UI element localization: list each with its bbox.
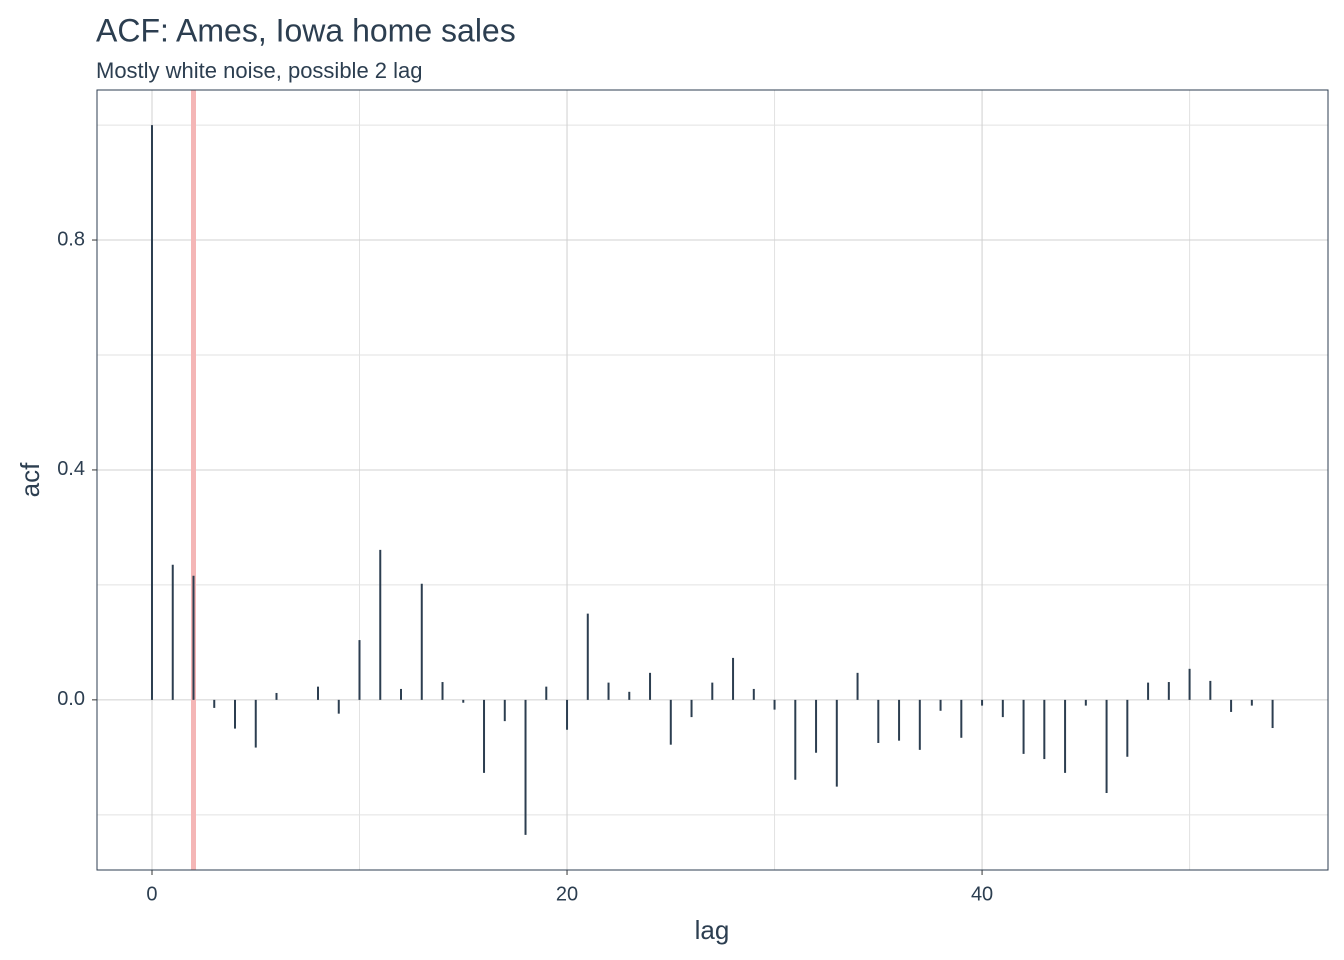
chart-title: ACF: Ames, Iowa home sales (96, 12, 516, 48)
y-tick-label: 0.0 (57, 688, 85, 710)
y-axis-label: acf (15, 462, 45, 497)
chart-subtitle: Mostly white noise, possible 2 lag (96, 58, 423, 83)
x-tick-label: 20 (556, 883, 578, 905)
x-axis-label: lag (695, 915, 730, 945)
x-tick-label: 0 (146, 883, 157, 905)
x-tick-label: 40 (971, 883, 993, 905)
y-tick-label: 0.4 (57, 458, 85, 480)
y-tick-label: 0.8 (57, 228, 85, 250)
panel-border (96, 89, 1329, 871)
